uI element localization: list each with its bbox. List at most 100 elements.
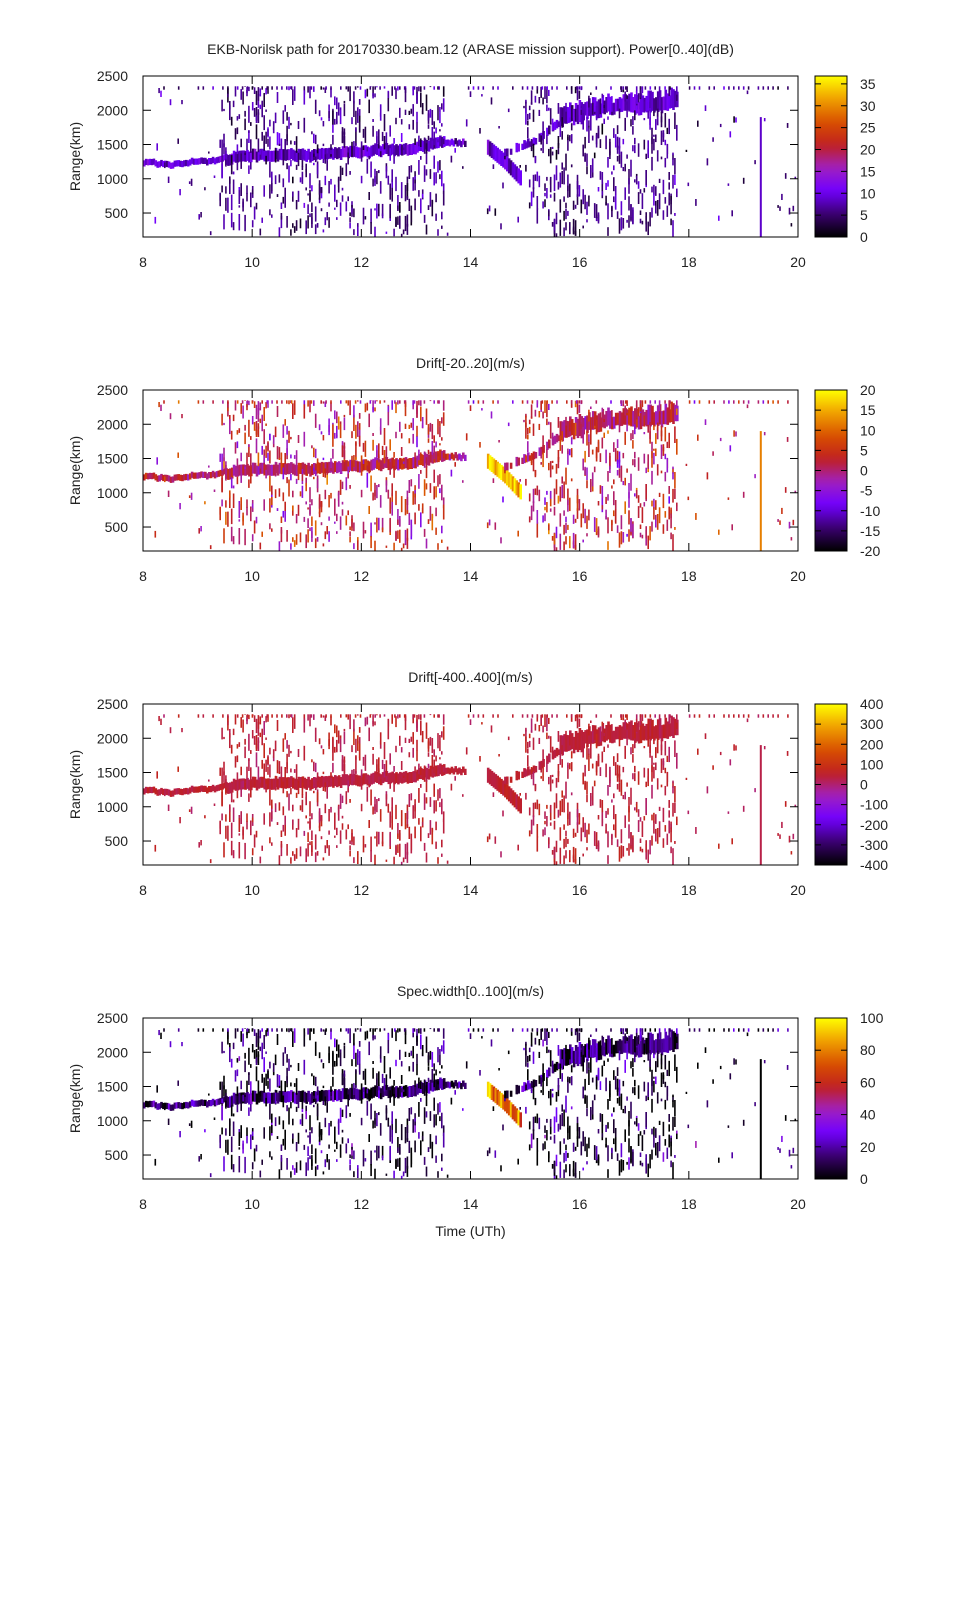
echo-cell [534, 1080, 538, 1087]
echo-cell [269, 523, 271, 530]
echo-cell [353, 836, 355, 846]
echo-cell [212, 86, 214, 90]
echo-cell [569, 536, 571, 549]
echo-cell [674, 802, 676, 813]
echo-cell [286, 791, 288, 798]
echo-cell [506, 784, 509, 800]
echo-cell [561, 171, 563, 185]
echo-cell [580, 400, 583, 404]
x-tick-label: 20 [790, 254, 806, 270]
echo-cell [269, 450, 271, 464]
echo-cell [534, 802, 537, 809]
echo-cell [229, 733, 231, 749]
echo-cell [572, 423, 576, 440]
echo-cell [240, 1080, 242, 1090]
echo-cell [639, 86, 642, 98]
echo-cell [282, 153, 285, 166]
echo-cell [406, 196, 409, 200]
echo-cell [563, 210, 565, 221]
echo-cell [255, 1049, 258, 1063]
echo-cell [366, 460, 370, 472]
echo-cell [297, 435, 300, 443]
echo-cell [330, 88, 332, 98]
echo-cell [272, 150, 276, 162]
echo-cell [314, 1041, 317, 1056]
echo-cell [609, 452, 611, 470]
echo-cell [574, 400, 577, 408]
echo-cell [697, 434, 699, 441]
echo-cell [284, 501, 286, 511]
y-tick-label: 2500 [97, 382, 128, 398]
echo-cell [307, 400, 309, 407]
echo-cell [460, 141, 463, 148]
echo-cell [192, 786, 196, 793]
echo-cell [293, 226, 296, 233]
echo-cell [351, 769, 353, 785]
echo-cell [637, 729, 641, 744]
echo-cell [286, 149, 289, 161]
echo-cell [148, 158, 152, 165]
echo-cell [349, 1154, 351, 1159]
echo-cell [276, 714, 278, 718]
echo-cell [733, 86, 735, 90]
echo-cell [295, 151, 299, 163]
echo-cell [674, 404, 677, 422]
echo-cell [698, 714, 701, 718]
echo-cell [429, 422, 432, 432]
echo-cell [314, 206, 317, 222]
echo-cell [225, 825, 227, 839]
echo-cell [590, 429, 592, 445]
echo-cell [353, 229, 355, 236]
echo-cell [486, 1150, 489, 1157]
echo-cell [217, 1098, 221, 1105]
echo-cell [431, 127, 434, 141]
echo-cell [232, 464, 236, 476]
echo-cell [546, 1046, 548, 1054]
echo-cell [433, 121, 435, 129]
echo-cell [591, 482, 594, 492]
echo-cell [362, 773, 365, 778]
echo-cell [299, 218, 302, 229]
echo-cell [307, 1157, 309, 1171]
echo-cell [441, 853, 443, 857]
echo-cell [528, 1121, 531, 1130]
echo-cell [656, 200, 659, 216]
echo-cell [546, 104, 548, 112]
echo-cell [635, 90, 638, 104]
echo-cell [349, 799, 351, 803]
echo-cell [624, 719, 626, 730]
echo-cell [601, 751, 604, 763]
echo-cell [400, 1061, 403, 1067]
echo-cell [253, 87, 256, 94]
echo-cell [433, 172, 435, 186]
echo-cell [343, 146, 347, 158]
echo-cell [160, 159, 163, 167]
echo-cell [467, 86, 470, 90]
echo-cell [567, 838, 569, 844]
colorbar-tick-label: 300 [860, 716, 884, 732]
echo-cell [653, 193, 655, 206]
echo-cell [307, 714, 309, 721]
echo-cell [567, 1049, 570, 1066]
echo-cell [772, 714, 774, 718]
echo-cell [307, 529, 309, 543]
echo-cell [517, 796, 520, 812]
echo-cell [546, 86, 548, 90]
echo-cell [490, 1084, 494, 1100]
echo-cell [653, 739, 655, 745]
echo-cell [190, 806, 193, 814]
echo-cell [431, 1141, 434, 1159]
echo-cell [670, 827, 672, 843]
echo-cell [253, 834, 256, 848]
echo-cell [548, 717, 550, 724]
echo-cell [423, 165, 426, 182]
echo-cell [504, 783, 506, 788]
echo-cell [528, 493, 531, 502]
echo-cell [618, 97, 622, 113]
echo-cell [357, 851, 359, 855]
echo-cell [293, 464, 297, 476]
echo-cell [442, 1125, 445, 1137]
echo-cell [653, 762, 655, 765]
echo-cell [336, 111, 338, 125]
echo-cell [269, 1092, 272, 1104]
